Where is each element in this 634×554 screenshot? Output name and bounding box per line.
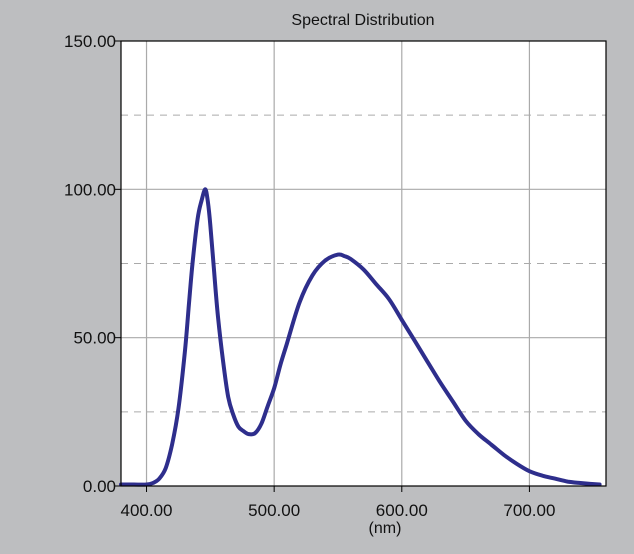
grid-lines bbox=[121, 41, 606, 486]
x-tick-label-3: 700.00 bbox=[503, 501, 555, 520]
series-layer bbox=[119, 187, 602, 487]
x-tick-label-0: 400.00 bbox=[121, 501, 173, 520]
x-tick-label-2: 600.00 bbox=[376, 501, 428, 520]
series-line-0 bbox=[119, 187, 602, 487]
y-tick-label-2: 100.00 bbox=[64, 180, 116, 199]
y-tick-label-3: 150.00 bbox=[64, 32, 116, 51]
plot-frame bbox=[120, 40, 607, 487]
axis-ticks: 400.00 500.00 600.00 700.00 0.00 50.00 100.00 1… bbox=[64, 32, 555, 520]
y-tick-label-1: 50.00 bbox=[73, 329, 116, 348]
chart-title: Spectral Distribution bbox=[291, 12, 434, 29]
x-tick-label-1: 500.00 bbox=[248, 501, 300, 520]
y-tick-label-0: 0.00 bbox=[83, 477, 116, 496]
x-axis-label: (nm) bbox=[369, 520, 402, 537]
